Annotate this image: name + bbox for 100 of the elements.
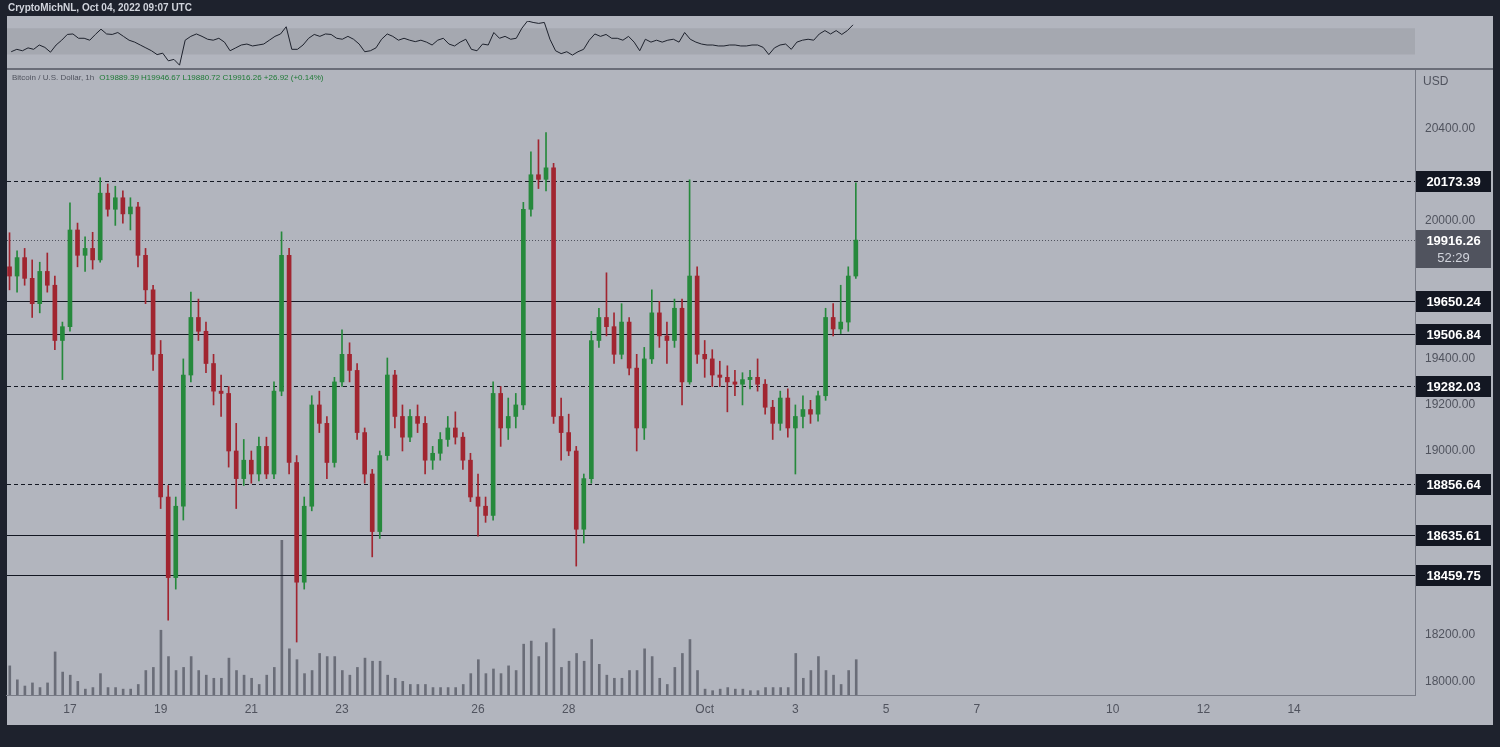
bar — [250, 677, 253, 695]
bar — [287, 648, 291, 695]
bar — [423, 684, 427, 695]
y-tick-label: 20400.00 — [1425, 121, 1476, 136]
y-tick-label: 19400.00 — [1425, 351, 1476, 366]
bar — [764, 687, 767, 695]
bar — [854, 659, 858, 695]
bar — [590, 639, 593, 695]
bar — [234, 670, 238, 695]
bar — [748, 690, 752, 695]
bar — [318, 653, 321, 695]
y-tick-label: 19200.00 — [1425, 397, 1476, 412]
bar — [507, 665, 510, 695]
bar — [333, 656, 336, 695]
x-tick-label: 12 — [1196, 701, 1211, 716]
bar — [166, 656, 170, 695]
bar — [680, 653, 684, 695]
y-tick-label: 19000.00 — [1425, 443, 1476, 458]
y-tick-label: 20000.00 — [1425, 213, 1476, 228]
x-tick-label: Oct — [695, 701, 715, 716]
chart-subtitle: O19889.39 H19946.67 L19880.72 C19916.26 +26.92 (+0.14%) — [99, 73, 324, 83]
bar — [847, 670, 850, 695]
bar — [718, 688, 722, 695]
bar — [575, 653, 578, 695]
bar — [695, 670, 699, 695]
x-tick-label: 10 — [1106, 701, 1120, 716]
bar — [303, 673, 306, 695]
bar — [665, 684, 669, 695]
bar — [476, 659, 480, 695]
text: CryptoMichNL, Oct 04, 2022 09:07 UTC — [8, 1, 192, 13]
bar — [779, 687, 782, 695]
bar — [658, 677, 661, 695]
bar — [151, 667, 155, 695]
x-tick-label: 14 — [1287, 701, 1302, 716]
bar — [711, 690, 714, 695]
bar — [794, 653, 797, 695]
x-tick-label: 23 — [335, 701, 349, 716]
bar — [144, 670, 147, 695]
bar — [401, 681, 404, 695]
ref-line-label: 19650.24 — [1426, 293, 1482, 309]
bar — [537, 656, 540, 695]
candlestick — [800, 395, 806, 429]
bar — [408, 684, 412, 695]
bar — [643, 648, 646, 695]
bar — [529, 640, 533, 695]
bar — [454, 687, 457, 695]
bar — [491, 668, 495, 695]
x-tick-label: 19 — [153, 701, 168, 716]
ref-line-label: 19506.84 — [1426, 326, 1482, 342]
bar — [257, 684, 261, 695]
bar — [355, 667, 359, 695]
bar — [386, 674, 389, 695]
bar — [182, 667, 185, 695]
candlestick — [717, 360, 723, 387]
bar — [114, 687, 117, 695]
bar — [801, 677, 805, 695]
x-tick-label: 28 — [562, 701, 576, 716]
y-tick-label: 18000.00 — [1425, 673, 1476, 688]
ref-line-label: 19916.26 52:29 — [1426, 232, 1481, 265]
bar — [15, 679, 19, 695]
x-tick-label: 5 — [882, 701, 890, 716]
bar — [136, 684, 140, 695]
bar — [371, 660, 374, 695]
ref-line-label: 18635.61 — [1426, 527, 1481, 543]
bar — [68, 674, 72, 695]
y-axis-title: USD — [1423, 74, 1449, 89]
bar — [612, 677, 616, 695]
bar — [272, 667, 276, 695]
bar — [522, 643, 525, 695]
x-tick-label: 7 — [973, 701, 981, 716]
bar — [76, 681, 79, 695]
bar — [816, 656, 820, 695]
bar — [733, 688, 737, 695]
bar — [726, 687, 729, 695]
bar — [30, 682, 34, 695]
bar — [325, 656, 329, 695]
bar — [559, 667, 563, 695]
y-tick-label: 18200.00 — [1425, 627, 1476, 642]
bar — [832, 674, 835, 695]
chart-title: Bitcoin / U.S. Dollar, 1h — [12, 73, 95, 83]
candlestick — [838, 284, 844, 334]
bar — [340, 670, 344, 695]
bar — [627, 670, 631, 695]
ref-line-label: 19282.03 — [1426, 378, 1481, 394]
bar — [197, 670, 200, 695]
candlestick — [82, 236, 88, 272]
x-tick-label: 17 — [63, 701, 77, 716]
x-tick-label: 3 — [792, 701, 800, 716]
bar — [219, 677, 223, 695]
x-tick-label: 21 — [244, 701, 259, 716]
bar — [597, 664, 601, 695]
bar — [393, 677, 397, 695]
bar — [83, 688, 87, 695]
x-tick-label: 26 — [471, 701, 486, 716]
ref-line-label: 18459.75 — [1426, 567, 1481, 583]
bar — [8, 665, 11, 695]
ref-line-label: 18856.64 — [1426, 476, 1482, 492]
bar — [46, 682, 49, 695]
bar — [461, 684, 465, 695]
bar — [204, 674, 208, 695]
